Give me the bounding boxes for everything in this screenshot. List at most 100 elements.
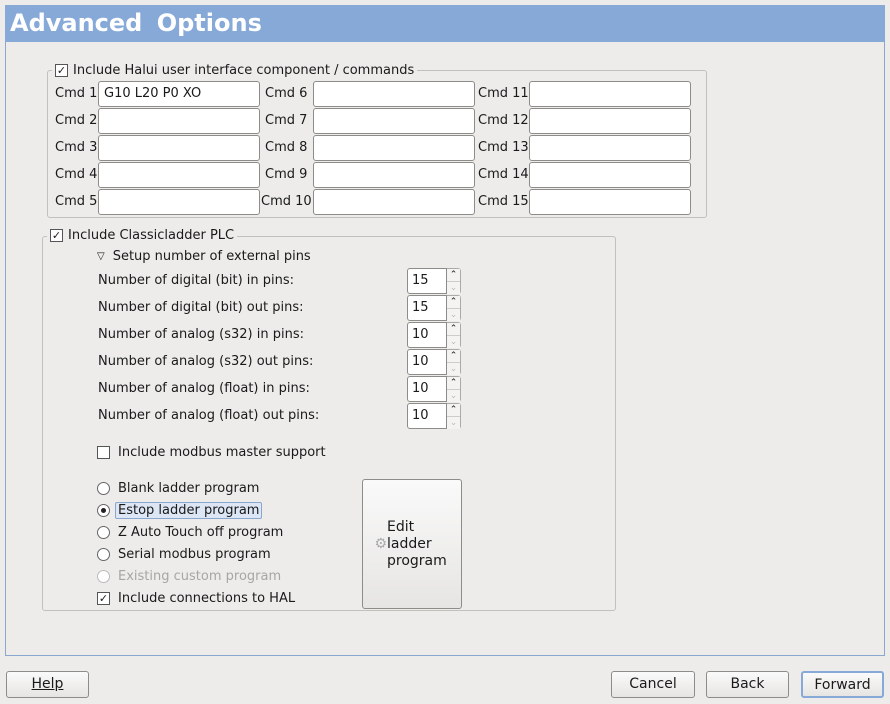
cmd-input[interactable] [98, 135, 260, 161]
program-radio[interactable]: Serial modbus program [97, 544, 271, 564]
halui-label: Include Halui user interface component /… [73, 62, 415, 78]
checkbox-checked-icon: ✓ [50, 228, 63, 242]
program-label: Existing custom program [118, 568, 282, 584]
classicladder-checkbox[interactable]: ✓ Include Classicladder PLC [47, 226, 238, 244]
cmd-label: Cmd 8 [265, 140, 308, 155]
hal-checkbox[interactable]: ✓ Include connections to HAL [97, 588, 295, 608]
spin-down-icon[interactable]: ⌄ [447, 362, 460, 375]
help-label: Help [31, 676, 64, 692]
cancel-button[interactable]: Cancel [611, 671, 695, 698]
program-radio[interactable]: Blank ladder program [97, 478, 259, 498]
spin-up-icon[interactable]: ⌃ [447, 350, 460, 362]
cmd-input[interactable]: G10 L20 P0 XO [98, 81, 260, 107]
pin-label: Number of analog (s32) out pins: [98, 354, 314, 369]
pin-label: Number of analog (float) out pins: [98, 408, 320, 423]
content-panel [5, 42, 885, 656]
radio-icon [97, 481, 110, 495]
cmd-input[interactable] [98, 108, 260, 134]
back-button[interactable]: Back [706, 671, 789, 698]
cmd-input[interactable] [313, 81, 475, 107]
cmd-label: Cmd 6 [265, 86, 308, 101]
cmd-input[interactable] [529, 135, 691, 161]
edit-ladder-button[interactable]: ⚙ Edit ladder program [362, 479, 462, 609]
cmd-label: Cmd 12 [478, 113, 529, 128]
spin-down-icon[interactable]: ⌄ [447, 389, 460, 402]
program-radio[interactable]: Estop ladder program [97, 500, 263, 520]
cmd-input[interactable] [98, 162, 260, 188]
classicladder-label: Include Classicladder PLC [68, 227, 235, 243]
cmd-input[interactable] [529, 108, 691, 134]
cmd-input[interactable] [529, 189, 691, 215]
radio-icon [97, 525, 110, 539]
program-label: Z Auto Touch off program [118, 524, 284, 540]
page-title: Advanced Options [5, 5, 885, 42]
triangle-down-icon: ▽ [97, 250, 105, 262]
radio-icon [97, 569, 110, 583]
cmd-label: Cmd 4 [55, 167, 98, 182]
spin-down-icon[interactable]: ⌄ [447, 416, 460, 429]
spin-down-icon[interactable]: ⌄ [447, 335, 460, 348]
cmd-input[interactable] [313, 108, 475, 134]
radio-selected-icon [97, 503, 110, 517]
cmd-label: Cmd 5 [55, 194, 98, 209]
cmd-input[interactable] [529, 81, 691, 107]
pin-label: Number of digital (bit) in pins: [98, 273, 295, 288]
pin-value[interactable]: 10 [407, 403, 447, 429]
spin-up-icon[interactable]: ⌃ [447, 269, 460, 281]
cmd-input[interactable] [313, 135, 475, 161]
forward-label: Forward [814, 677, 871, 693]
program-label: Estop ladder program [115, 501, 263, 519]
spin-up-icon[interactable]: ⌃ [447, 296, 460, 308]
cmd-label: Cmd 13 [478, 140, 529, 155]
spin-down-icon[interactable]: ⌄ [447, 281, 460, 294]
cmd-label: Cmd 11 [478, 86, 529, 101]
pin-spinbutton[interactable]: 10 ⌃ ⌄ [407, 349, 462, 375]
pin-value[interactable]: 10 [407, 322, 447, 348]
program-radio[interactable]: Z Auto Touch off program [97, 522, 283, 542]
cancel-label: Cancel [629, 676, 677, 692]
pin-value[interactable]: 10 [407, 349, 447, 375]
back-label: Back [730, 676, 765, 692]
program-label: Blank ladder program [118, 480, 260, 496]
halui-checkbox[interactable]: ✓ Include Halui user interface component… [52, 61, 418, 79]
checkbox-checked-icon: ✓ [55, 63, 68, 77]
modbus-checkbox[interactable]: Include modbus master support [97, 442, 326, 462]
program-radio: Existing custom program [97, 566, 281, 586]
cmd-input[interactable] [529, 162, 691, 188]
hal-label: Include connections to HAL [118, 590, 296, 606]
cmd-input[interactable] [313, 189, 475, 215]
pin-spinbutton[interactable]: 10 ⌃ ⌄ [407, 376, 462, 402]
cmd-input[interactable] [313, 162, 475, 188]
spin-up-icon[interactable]: ⌃ [447, 323, 460, 335]
spin-up-icon[interactable]: ⌃ [447, 377, 460, 389]
radio-icon [97, 547, 110, 561]
pin-label: Number of analog (float) in pins: [98, 381, 310, 396]
forward-button[interactable]: Forward [801, 671, 884, 698]
cmd-label: Cmd 15 [478, 194, 529, 209]
pin-spinbutton[interactable]: 15 ⌃ ⌄ [407, 268, 462, 294]
checkbox-icon [97, 445, 110, 459]
gears-icon: ⚙ [374, 535, 387, 552]
spin-up-icon[interactable]: ⌃ [447, 404, 460, 416]
cmd-label: Cmd 9 [265, 167, 308, 182]
cmd-label: Cmd 1 [55, 86, 98, 101]
pin-spinbutton[interactable]: 15 ⌃ ⌄ [407, 295, 462, 321]
cmd-label: Cmd 3 [55, 140, 98, 155]
program-label: Serial modbus program [118, 546, 271, 562]
classicladder-frame [42, 236, 616, 611]
cmd-label: Cmd 14 [478, 167, 529, 182]
spin-down-icon[interactable]: ⌄ [447, 308, 460, 321]
cmd-label: Cmd 2 [55, 113, 98, 128]
pin-spinbutton[interactable]: 10 ⌃ ⌄ [407, 322, 462, 348]
pin-label: Number of analog (s32) in pins: [98, 327, 304, 342]
help-button[interactable]: Help [6, 671, 89, 698]
pins-expander[interactable]: ▽ Setup number of external pins [97, 246, 311, 266]
pin-spinbutton[interactable]: 10 ⌃ ⌄ [407, 403, 462, 429]
cmd-input[interactable] [98, 189, 260, 215]
cmd-label: Cmd 7 [265, 113, 308, 128]
expander-label: Setup number of external pins [112, 248, 311, 264]
pin-value[interactable]: 10 [407, 376, 447, 402]
checkbox-checked-icon: ✓ [97, 591, 110, 605]
pin-value[interactable]: 15 [407, 295, 447, 321]
pin-value[interactable]: 15 [407, 268, 447, 294]
